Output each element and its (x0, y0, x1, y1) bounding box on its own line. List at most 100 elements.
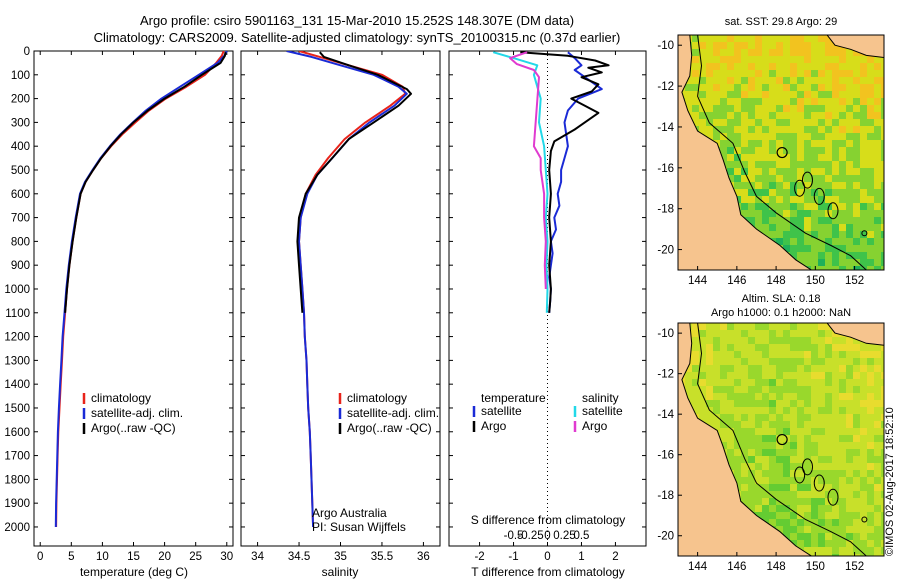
field-cell (692, 351, 699, 358)
field-cell (734, 133, 741, 140)
field-cell (811, 42, 818, 49)
field-cell (706, 126, 713, 133)
field-cell (839, 77, 846, 84)
field-cell (783, 189, 790, 196)
salinity-xlabel: salinity (322, 565, 359, 579)
field-cell (699, 84, 706, 91)
field-cell (748, 456, 755, 463)
field-cell (755, 407, 762, 414)
field-cell (811, 126, 818, 133)
field-cell (734, 337, 741, 344)
field-cell (755, 414, 762, 421)
field-cell (832, 449, 839, 456)
field-cell (811, 91, 818, 98)
field-cell (713, 400, 720, 407)
field-cell (797, 540, 804, 547)
field-cell (867, 470, 874, 477)
field-cell (741, 365, 748, 372)
field-cell (755, 463, 762, 470)
field-cell (748, 175, 755, 182)
legend-label: satellite-adj. clim. (91, 406, 183, 420)
field-cell (804, 112, 811, 119)
field-cell (853, 540, 860, 547)
field-cell (783, 224, 790, 231)
field-cell (839, 252, 846, 259)
series-line-climatology (298, 51, 407, 528)
field-cell (762, 140, 769, 147)
depth-tick-label: 700 (11, 213, 30, 225)
field-cell (699, 77, 706, 84)
field-cell (692, 56, 699, 63)
field-cell (874, 421, 881, 428)
field-cell (860, 140, 867, 147)
field-cell (769, 224, 776, 231)
field-cell (832, 498, 839, 505)
field-cell (846, 238, 853, 245)
field-cell (762, 442, 769, 449)
field-cell (783, 84, 790, 91)
field-cell (881, 266, 884, 270)
field-cell (874, 84, 881, 91)
field-cell (776, 470, 783, 477)
field-cell (804, 540, 811, 547)
field-cell (776, 70, 783, 77)
field-cell (762, 351, 769, 358)
field-cell (867, 224, 874, 231)
field-cell (748, 491, 755, 498)
field-cell (755, 456, 762, 463)
field-cell (741, 351, 748, 358)
reef-outline (794, 466, 806, 484)
field-cell (776, 386, 783, 393)
field-cell (839, 266, 846, 270)
field-cell (811, 259, 818, 266)
field-cell (839, 133, 846, 140)
field-cell (699, 42, 706, 49)
field-cell (762, 35, 769, 42)
field-cell (741, 126, 748, 133)
field-cell (797, 35, 804, 42)
field-cell (769, 70, 776, 77)
field-cell (846, 182, 853, 189)
field-cell (839, 435, 846, 442)
field-cell (762, 98, 769, 105)
field-cell (839, 168, 846, 175)
field-cell (769, 435, 776, 442)
field-cell (762, 379, 769, 386)
field-cell (804, 77, 811, 84)
field-cell (839, 147, 846, 154)
field-cell (776, 203, 783, 210)
field-cell (748, 140, 755, 147)
field-cell (755, 323, 762, 330)
field-cell (881, 540, 884, 547)
field-cell (727, 84, 734, 91)
field-cell (776, 365, 783, 372)
field-cell (832, 224, 839, 231)
field-cell (860, 400, 867, 407)
field-cell (783, 512, 790, 519)
field-cell (874, 168, 881, 175)
field-cell (804, 42, 811, 49)
field-cell (853, 70, 860, 77)
field-cell (804, 330, 811, 337)
field-cell (748, 63, 755, 70)
field-cell (867, 63, 874, 70)
depth-tick-label: 0 (24, 46, 30, 58)
field-cell (734, 463, 741, 470)
x-tick-label: 34.5 (288, 551, 310, 563)
field-cell (755, 147, 762, 154)
field-cell (839, 112, 846, 119)
field-cell (804, 428, 811, 435)
field-cell (804, 491, 811, 498)
field-cell (769, 105, 776, 112)
field-cell (727, 168, 734, 175)
field-cell (811, 224, 818, 231)
field-cell (727, 372, 734, 379)
field-cell (706, 323, 713, 330)
field-cell (811, 35, 818, 42)
field-cell (713, 337, 720, 344)
field-cell (797, 245, 804, 252)
field-cell (762, 161, 769, 168)
field-cell (692, 379, 699, 386)
field-cell (839, 91, 846, 98)
field-cell (748, 449, 755, 456)
